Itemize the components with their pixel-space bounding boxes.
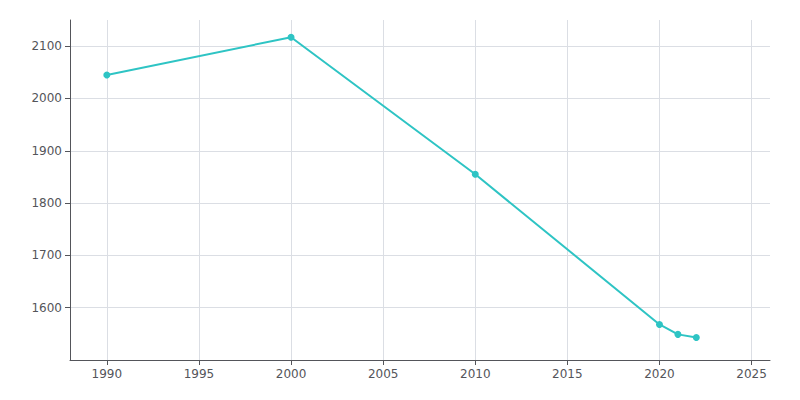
- svg-text:1800: 1800: [31, 196, 62, 210]
- svg-text:2100: 2100: [31, 39, 62, 53]
- svg-text:1700: 1700: [31, 248, 62, 262]
- svg-text:2010: 2010: [460, 367, 491, 381]
- svg-text:1990: 1990: [92, 367, 123, 381]
- svg-text:2015: 2015: [552, 367, 583, 381]
- svg-text:2000: 2000: [31, 91, 62, 105]
- svg-text:2000: 2000: [276, 367, 307, 381]
- svg-text:1600: 1600: [31, 301, 62, 315]
- svg-text:2020: 2020: [644, 367, 675, 381]
- svg-text:1900: 1900: [31, 144, 62, 158]
- svg-text:2025: 2025: [736, 367, 767, 381]
- svg-text:1995: 1995: [184, 367, 215, 381]
- svg-text:2005: 2005: [368, 367, 399, 381]
